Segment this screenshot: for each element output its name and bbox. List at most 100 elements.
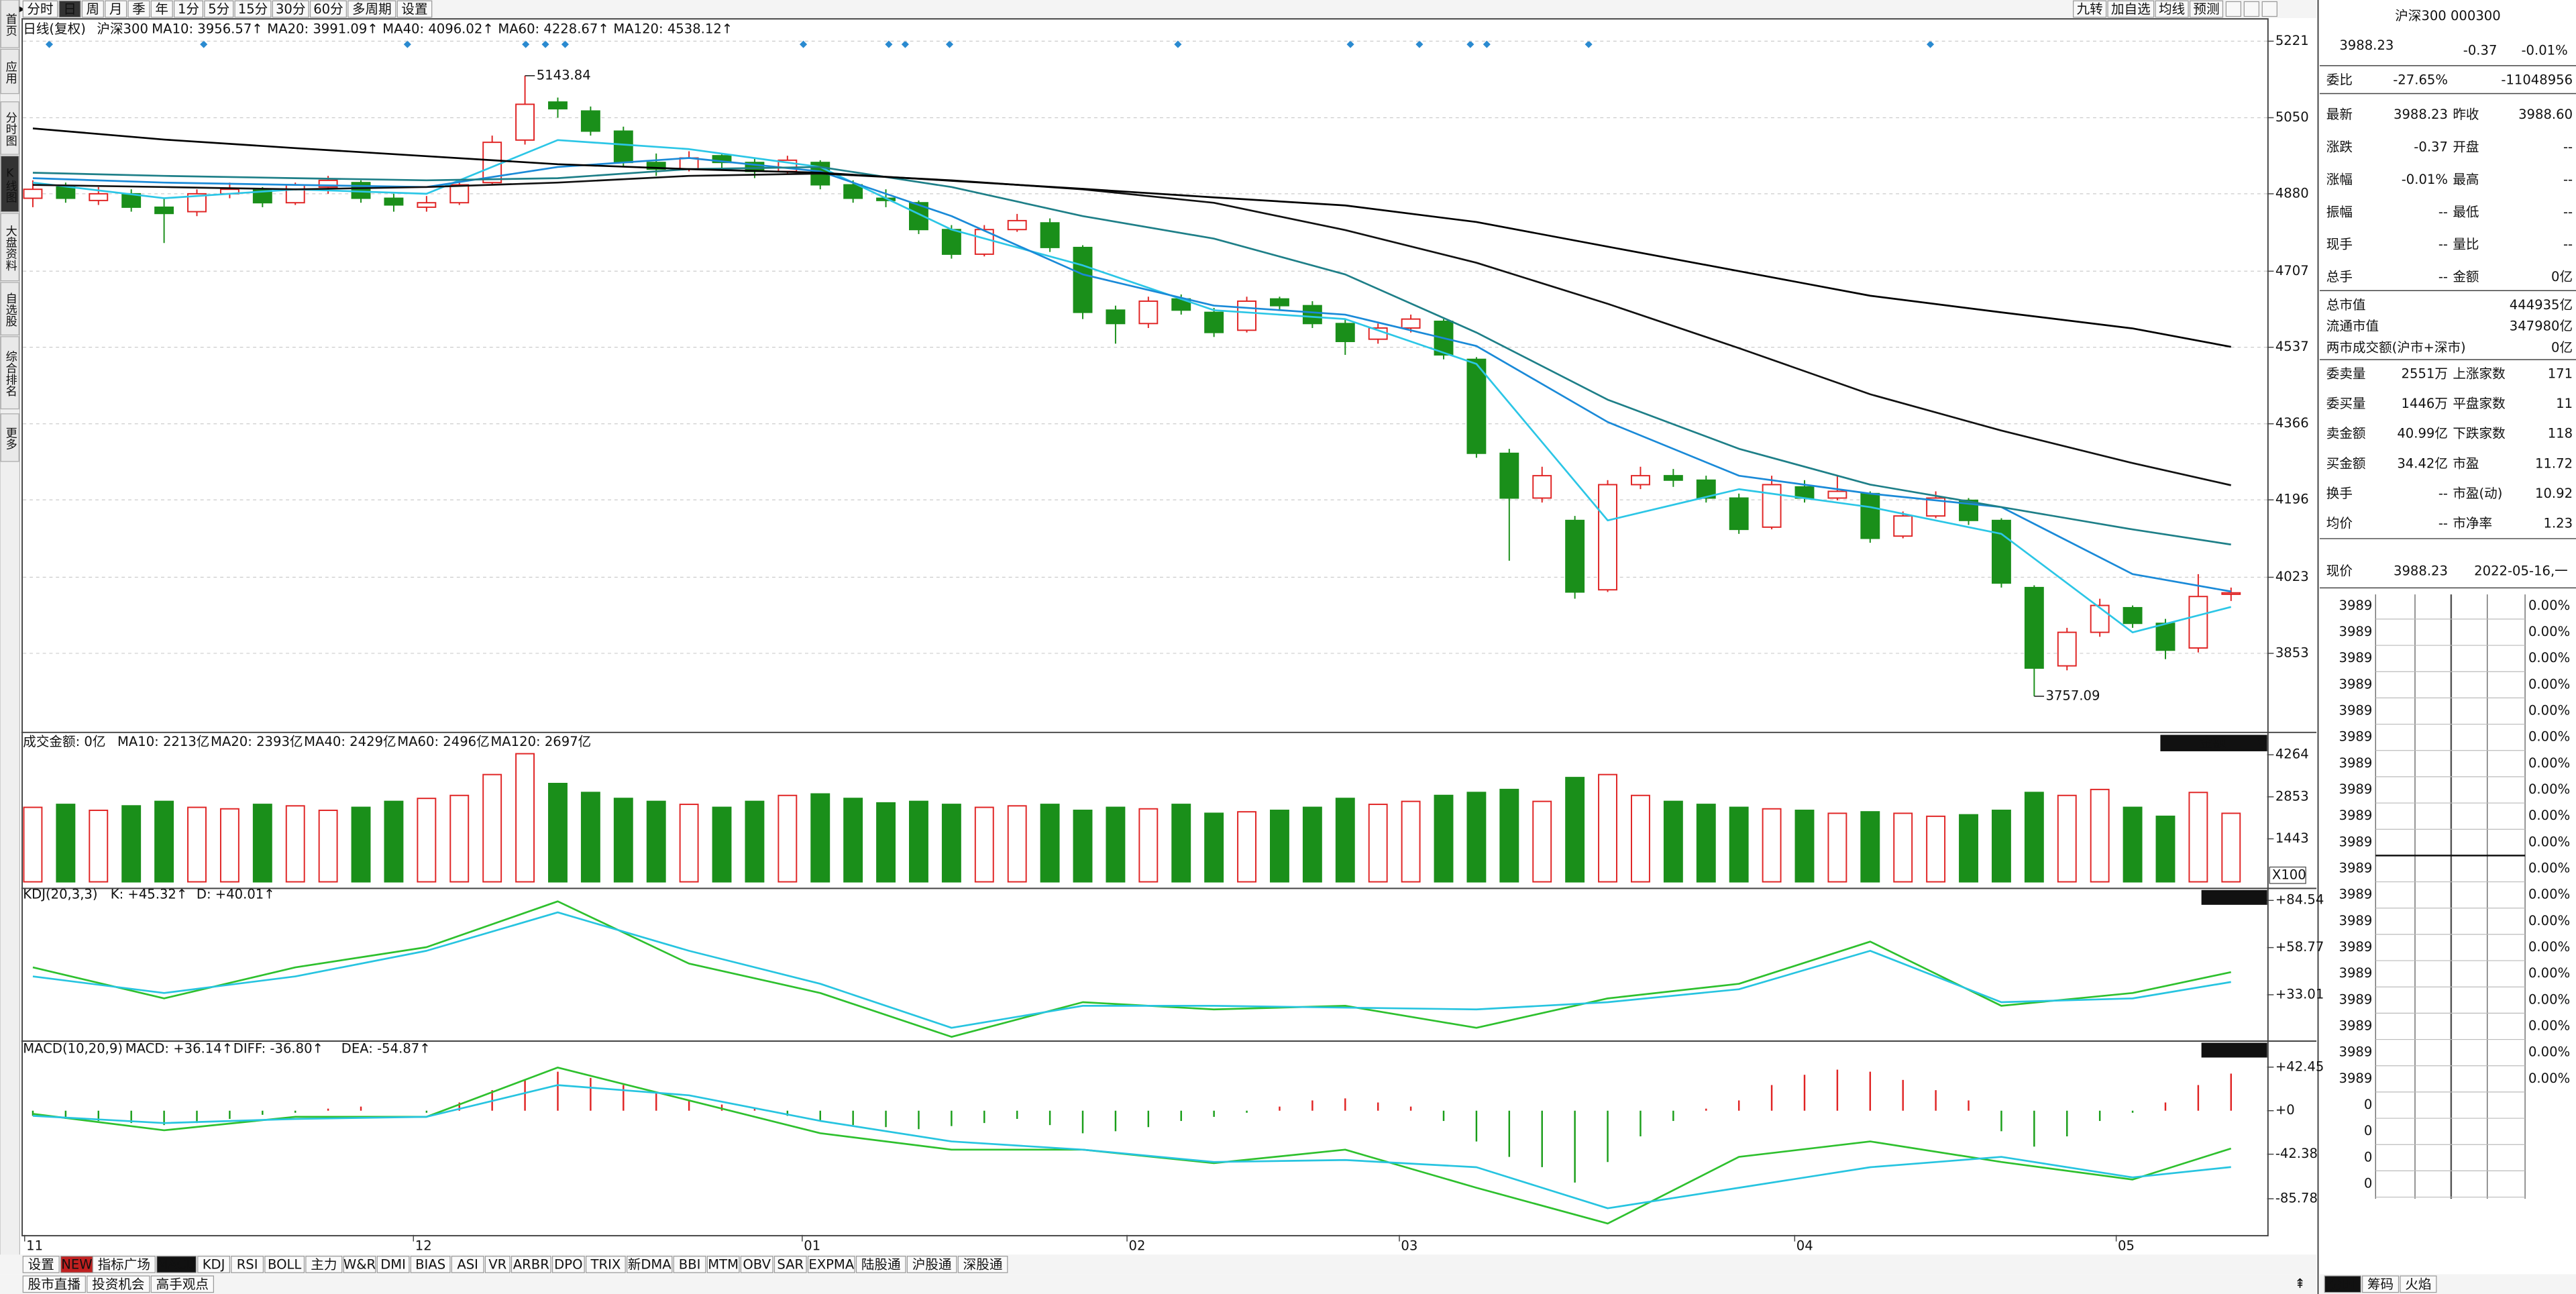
period-label[interactable]: 分时 bbox=[27, 1, 53, 17]
side-tab[interactable] bbox=[0, 282, 19, 335]
tool-label[interactable]: 九转 bbox=[2077, 1, 2103, 17]
period-label[interactable]: 15分 bbox=[238, 1, 268, 17]
right-tab[interactable] bbox=[2400, 1275, 2437, 1293]
period-button[interactable] bbox=[347, 0, 396, 18]
indicator-tab[interactable] bbox=[343, 1256, 376, 1273]
side-tab-label[interactable]: 分时图 bbox=[3, 111, 17, 146]
side-tab[interactable] bbox=[0, 101, 19, 155]
side-tab[interactable] bbox=[0, 413, 19, 462]
right-tab[interactable] bbox=[2324, 1275, 2361, 1293]
period-button[interactable] bbox=[309, 0, 347, 18]
side-tab-label[interactable]: 更多 bbox=[3, 427, 17, 449]
right-tab[interactable] bbox=[2362, 1275, 2400, 1293]
indicator-tab[interactable] bbox=[264, 1256, 305, 1273]
indicator-tab[interactable] bbox=[957, 1256, 1008, 1273]
indicator-tab-label[interactable]: OBV bbox=[743, 1257, 771, 1273]
indicator-tab[interactable] bbox=[551, 1256, 585, 1273]
period-button[interactable] bbox=[22, 0, 58, 18]
period-label[interactable]: 多周期 bbox=[352, 1, 392, 17]
side-tab-label[interactable]: 综合排名 bbox=[3, 351, 17, 397]
indicator-tab[interactable] bbox=[305, 1256, 343, 1273]
indicator-tab[interactable] bbox=[511, 1256, 551, 1273]
period-button[interactable] bbox=[150, 0, 173, 18]
period-label[interactable]: 年 bbox=[155, 1, 168, 17]
tool-label[interactable]: 均线 bbox=[2159, 1, 2185, 17]
indicator-tab-label[interactable]: 新DMA bbox=[628, 1257, 672, 1273]
window-icon[interactable] bbox=[2243, 1, 2259, 17]
side-tab-label[interactable]: 应用 bbox=[3, 61, 17, 85]
side-tab-label[interactable]: 自选股 bbox=[3, 292, 17, 327]
indicator-tab[interactable] bbox=[197, 1256, 230, 1273]
period-label[interactable]: 日 bbox=[63, 1, 76, 17]
indicator-tab-label[interactable]: 深股通 bbox=[963, 1257, 1003, 1273]
period-label[interactable]: 5分 bbox=[208, 1, 229, 17]
period-button[interactable] bbox=[127, 0, 150, 18]
indicator-tab-label[interactable]: 陆股通 bbox=[861, 1257, 901, 1273]
event-marker[interactable] bbox=[1927, 40, 1935, 48]
period-button[interactable] bbox=[58, 0, 81, 18]
event-marker[interactable] bbox=[1483, 40, 1491, 48]
indicator-tab-label[interactable]: BBI bbox=[679, 1257, 701, 1273]
indicator-tab-label[interactable]: KDJ bbox=[203, 1257, 225, 1273]
indicator-tab[interactable] bbox=[706, 1256, 740, 1273]
indicator-tab[interactable] bbox=[585, 1256, 626, 1273]
right-tab-label[interactable]: 火焰 bbox=[2405, 1277, 2431, 1292]
indicator-tab-label[interactable]: 沪股通 bbox=[912, 1257, 952, 1273]
indicator-tab-label[interactable]: VR bbox=[488, 1257, 506, 1273]
indicator-tab-label[interactable]: BOLL bbox=[268, 1257, 301, 1273]
side-tab-label[interactable]: K线图 bbox=[3, 166, 17, 203]
indicator-tab-label[interactable]: MTM bbox=[708, 1257, 739, 1273]
period-label[interactable]: 季 bbox=[132, 1, 146, 17]
side-tab[interactable] bbox=[0, 213, 19, 282]
tool-button[interactable] bbox=[2073, 0, 2107, 18]
indicator-tab-label[interactable]: W&R bbox=[343, 1257, 376, 1273]
period-label[interactable]: 30分 bbox=[276, 1, 306, 17]
period-button[interactable] bbox=[396, 0, 433, 18]
side-tab-label[interactable]: 大盘资料 bbox=[3, 225, 17, 271]
side-tab[interactable] bbox=[0, 0, 19, 48]
link-tab-label[interactable]: 高手观点 bbox=[156, 1277, 209, 1292]
indicator-help[interactable] bbox=[2201, 1042, 2267, 1058]
tool-button[interactable] bbox=[2107, 0, 2155, 18]
period-label[interactable]: 周 bbox=[87, 1, 100, 17]
indicator-tab-label[interactable]: RSI bbox=[237, 1257, 258, 1273]
link-tab[interactable] bbox=[150, 1275, 214, 1293]
indicator-tab-label[interactable]: DMI bbox=[380, 1257, 406, 1273]
indicator-tab-label[interactable]: BIAS bbox=[415, 1257, 445, 1273]
indicator-tab-label[interactable]: MACD bbox=[157, 1257, 197, 1273]
tool-button[interactable] bbox=[2189, 0, 2224, 18]
indicator-tab[interactable] bbox=[673, 1256, 706, 1273]
indicator-tab[interactable] bbox=[92, 1256, 156, 1273]
side-tab[interactable] bbox=[0, 155, 19, 213]
period-button[interactable] bbox=[173, 0, 204, 18]
period-label[interactable]: 设置 bbox=[401, 1, 427, 17]
indicator-tab[interactable] bbox=[376, 1256, 410, 1273]
selector-arrow[interactable]: ▼ bbox=[2257, 735, 2267, 750]
indicator-tab[interactable] bbox=[410, 1256, 451, 1273]
indicator-tab[interactable] bbox=[906, 1256, 957, 1273]
tool-label[interactable]: 预测 bbox=[2193, 1, 2219, 17]
period-button[interactable] bbox=[81, 0, 104, 18]
indicator-tab-label[interactable]: NEW bbox=[61, 1257, 92, 1273]
right-tab-label[interactable]: 分时 bbox=[2330, 1277, 2356, 1292]
indicator-tab-label[interactable]: EXPMA bbox=[808, 1257, 854, 1273]
indicator-tab[interactable] bbox=[855, 1256, 906, 1273]
indicator-tab-label[interactable]: 设置 bbox=[28, 1257, 54, 1273]
link-tab-label[interactable]: 股市直播 bbox=[28, 1277, 81, 1292]
event-marker[interactable] bbox=[901, 40, 909, 48]
indicator-tab[interactable] bbox=[740, 1256, 773, 1273]
side-tab[interactable] bbox=[0, 336, 19, 410]
indicator-tab-label[interactable]: 主力 bbox=[311, 1257, 337, 1273]
event-marker[interactable] bbox=[1466, 40, 1474, 48]
indicator-tab[interactable] bbox=[22, 1256, 60, 1273]
event-marker[interactable] bbox=[1174, 40, 1182, 48]
indicator-tab-label[interactable]: ASI bbox=[457, 1257, 478, 1273]
link-tab[interactable] bbox=[87, 1275, 150, 1293]
indicator-tab[interactable] bbox=[484, 1256, 511, 1273]
period-label[interactable]: 60分 bbox=[313, 1, 343, 17]
side-tab[interactable] bbox=[0, 48, 19, 95]
link-tab[interactable] bbox=[22, 1275, 86, 1293]
tool-button[interactable] bbox=[2155, 0, 2189, 18]
window-icon[interactable] bbox=[2261, 1, 2277, 17]
period-button[interactable] bbox=[234, 0, 272, 18]
